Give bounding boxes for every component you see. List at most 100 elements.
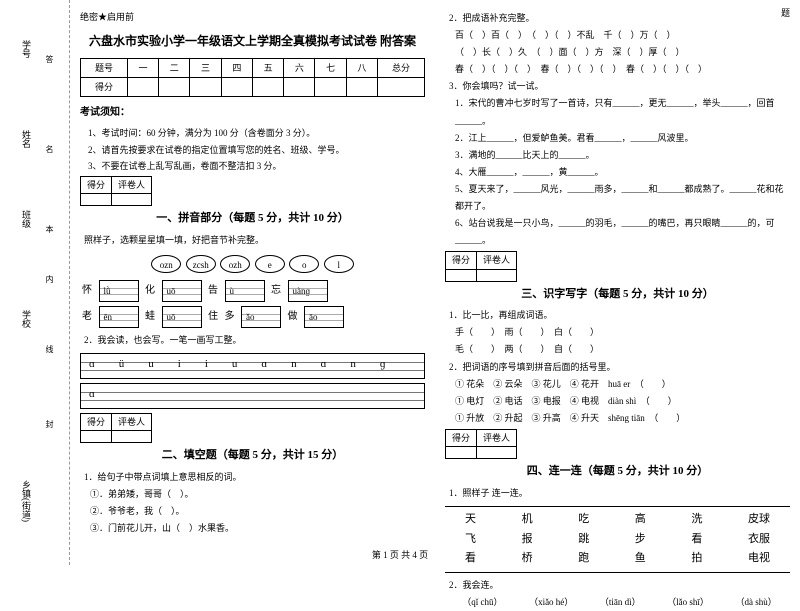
sidebar-mark-5: 封 <box>44 420 55 428</box>
r-q3-l5: 6、站台说我是一只小鸟，______的羽毛，______的嘴巴，再只眼睛____… <box>455 215 790 249</box>
sec4-title: 四、连一连（每题 5 分，共计 10 分） <box>445 463 790 481</box>
notice-1: 1、考试时间：60 分钟，满分为 100 分（含卷面分 3 分）。 <box>88 125 425 141</box>
pr2-c5: 多 <box>223 309 237 325</box>
sec3-q1-l1: 毛（ ） 两（ ） 自（ ） <box>455 341 790 358</box>
four-line-1: ɑüuiiuɑnɑnɡ <box>80 353 425 379</box>
score-h3: 三 <box>190 58 221 77</box>
sidebar-label-2: 班级 <box>20 210 33 228</box>
mini-score-4: 得分评卷人 <box>445 429 517 459</box>
oval-0: ozn <box>151 255 181 273</box>
pr1-c6: 忘 <box>269 283 283 299</box>
r-q3-l0: 1．宋代的曹冲七岁时写了一首诗，只有______，更无______，举头____… <box>455 95 790 129</box>
sidebar-mark-0: 答 <box>44 55 55 63</box>
oval-2: ozh <box>220 255 250 273</box>
sidebar: 学号 姓名 班级 学校 乡镇(街道) 答 名 本 内 线 封 <box>0 0 70 565</box>
mini-c2: 评卷人 <box>112 176 152 193</box>
pr2-b1: uō <box>162 306 202 328</box>
oval-4: o <box>289 255 319 273</box>
match-r1: 飞报跳步看衣服 <box>445 531 790 549</box>
notice-3: 3、不要在试卷上乱写乱画，卷面不整洁扣 3 分。 <box>88 158 425 174</box>
score-h7: 七 <box>315 58 346 77</box>
pr1-b3: uànɡ <box>288 280 328 302</box>
pr2-c0: 老 <box>80 309 94 325</box>
r-q2-l2: 春（ ）（ ）（ ） 春（ ）（ ）（ ） 春（ ）（ ）（ ） <box>455 61 790 78</box>
sec3-q1-l0: 手（ ） 雨（ ） 白（ ） <box>455 324 790 341</box>
sec4-pinyin: （qǐ chū） （xiǎo hé） （tiān dì） （lǎo shī） （… <box>449 594 790 611</box>
notice-2: 2、请首先按要求在试卷的指定位置填写您的姓名、班级、学号。 <box>88 142 425 158</box>
sec2-i1: ①．弟弟矮，哥哥（ ）。 <box>90 486 425 503</box>
sec1-q1: 照样子，选颗星星填一填，好把音节补完整。 <box>84 232 425 249</box>
sec4-q1: 1．照样子 连一连。 <box>449 485 790 502</box>
sec1-q2: 2．我会读，也会写。一笔一画写工整。 <box>84 332 425 349</box>
notice-list: 1、考试时间：60 分钟，满分为 100 分（含卷面分 3 分）。 2、请首先按… <box>88 125 425 174</box>
page-footer: 第 1 页 共 4 页 <box>0 548 800 561</box>
sec3-q1: 1．比一比，再组成词语。 <box>449 307 790 324</box>
sec3-q2-l1: ① 电灯 ② 电话 ③ 电报 ④ 电视 diàn shì （ ） <box>455 393 790 410</box>
sidebar-mark-1: 名 <box>44 145 55 153</box>
score-h8: 八 <box>346 58 377 77</box>
sec3-q2-l0: ① 花朵 ② 云朵 ③ 花儿 ④ 花开 huā er （ ） <box>455 376 790 393</box>
sidebar-mark-4: 线 <box>44 345 55 353</box>
pr2-b0: ēn <box>99 306 139 328</box>
score-h5: 五 <box>252 58 283 77</box>
pr1-c2: 化 <box>143 283 157 299</box>
left-column: 绝密★启用前 六盘水市实验小学一年级语文上学期全真模拟考试试卷 附答案 题号 一… <box>80 10 425 611</box>
oval-3: e <box>255 255 285 273</box>
oval-chain: ozn zcsh ozh e o l <box>80 255 425 274</box>
pr2-c4: 住 <box>206 309 220 325</box>
sec3-q2-l2: ① 升放 ② 升起 ③ 升高 ④ 升天 shēng tiān （ ） <box>455 410 790 427</box>
r-q3-l3: 4、大雁______，______，黄______。 <box>455 164 790 181</box>
score-h4: 四 <box>221 58 252 77</box>
sec1-title: 一、拼音部分（每题 5 分，共计 10 分） <box>80 210 425 228</box>
sidebar-label-4: 乡镇(街道) <box>20 480 33 522</box>
r-q2-title: 2．把成语补充完整。 <box>449 10 790 27</box>
oval-1: zcsh <box>186 255 216 273</box>
pr2-b3: āo <box>304 306 344 328</box>
score-r2: 得分 <box>81 77 128 96</box>
sec2-i2: ②．爷爷老，我（ ）。 <box>90 503 425 520</box>
pinyin-row-1: 怀 lǜ 化 uō 告 ù 忘 uànɡ <box>80 280 425 302</box>
sec2-i3: ③．门前花儿开，山（ ）水果香。 <box>90 520 425 537</box>
score-table: 题号 一 二 三 四 五 六 七 八 总分 得分 <box>80 58 425 98</box>
mini-score-2: 得分评卷人 <box>80 413 152 443</box>
r-q2-l1: （ ）长（ ）久 （ ）面（ ）方 深（ ）厚（ ） <box>455 44 790 61</box>
pinyin-row-2: 老 ēn 蛙 uō 住 多 ǎo 做 āo <box>80 306 425 328</box>
pr2-c7: 做 <box>286 309 300 325</box>
right-column: 2．把成语补充完整。 百（ ）百（ ） （ ）（ ）不乱 千（ ）万（ ） （ … <box>445 10 790 611</box>
score-h9: 总分 <box>378 58 425 77</box>
sidebar-mark-2: 本 <box>44 225 55 233</box>
r-q3-title: 3．你会填吗？试一试。 <box>449 78 790 95</box>
sidebar-mark-3: 内 <box>44 275 55 283</box>
pr2-c2: 蛙 <box>143 309 157 325</box>
four-line-2: ɑ <box>80 383 425 409</box>
score-h1: 一 <box>127 58 158 77</box>
sidebar-label-1: 姓名 <box>20 130 33 148</box>
pr1-c4: 告 <box>206 283 220 299</box>
pr2-b2: ǎo <box>241 306 281 328</box>
sec3-q2: 2．把词语的序号填到拼音后面的括号里。 <box>449 359 790 376</box>
mini-score-3: 得分评卷人 <box>445 251 517 281</box>
sidebar-label-0: 学号 <box>20 40 33 58</box>
letters-bottom: ɑ <box>89 386 119 404</box>
pr1-b1: uō <box>162 280 202 302</box>
r-q3-l4: 5、夏天来了，______风光，______雨多，______和______都成… <box>455 181 790 215</box>
sidebar-label-3: 学校 <box>20 310 33 328</box>
r-q3-l2: 3．满地的______比天上的______。 <box>455 147 790 164</box>
r-q2-l0: 百（ ）百（ ） （ ）（ ）不乱 千（ ）万（ ） <box>455 27 790 44</box>
sec2-q1: 1．给句子中带点词填上意思相反的词。 <box>84 469 425 486</box>
page-content: 绝密★启用前 六盘水市实验小学一年级语文上学期全真模拟考试试卷 附答案 题号 一… <box>80 10 790 611</box>
score-h2: 二 <box>159 58 190 77</box>
sec3-title: 三、识字写字（每题 5 分，共计 10 分） <box>445 286 790 304</box>
mini-c1: 得分 <box>81 176 112 193</box>
pr1-b2: ù <box>225 280 265 302</box>
pr1-c0: 怀 <box>80 283 94 299</box>
pr1-b0: lǜ <box>99 280 139 302</box>
letters-top: ɑüuiiuɑnɑnɡ <box>89 356 409 374</box>
notice-title: 考试须知： <box>80 105 425 121</box>
confidential-label: 绝密★启用前 <box>80 10 425 24</box>
score-h6: 六 <box>284 58 315 77</box>
score-h0: 题号 <box>81 58 128 77</box>
mini-score-1: 得分 评卷人 <box>80 176 152 206</box>
oval-5: l <box>324 255 354 273</box>
sec4-q2: 2．我会连。 <box>449 577 790 594</box>
